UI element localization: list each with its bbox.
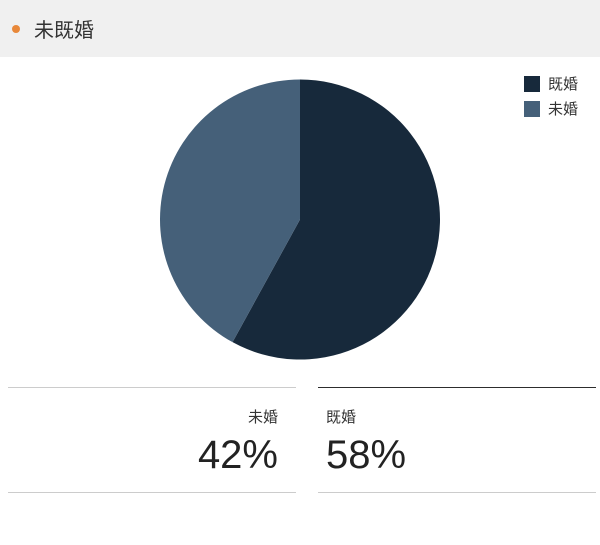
stat-label: 既婚 (326, 406, 588, 427)
legend-item: 既婚 (524, 73, 578, 94)
pie-svg (160, 80, 440, 360)
header-bar: 未既婚 (0, 0, 600, 57)
legend: 既婚 未婚 (524, 73, 578, 123)
legend-label: 未婚 (548, 98, 578, 119)
stat-box-unmarried: 未婚 42% (8, 387, 296, 493)
legend-label: 既婚 (548, 73, 578, 94)
stat-value: 42% (16, 433, 278, 478)
legend-swatch-icon (524, 76, 540, 92)
legend-item: 未婚 (524, 98, 578, 119)
legend-swatch-icon (524, 101, 540, 117)
stat-label: 未婚 (16, 406, 278, 427)
page-title: 未既婚 (34, 14, 94, 43)
stats-row: 未婚 42% 既婚 58% (0, 387, 600, 493)
stat-box-married: 既婚 58% (318, 387, 596, 493)
pie-chart (160, 80, 440, 365)
bullet-icon (12, 25, 20, 33)
stat-value: 58% (326, 433, 588, 478)
chart-area: 既婚 未婚 (0, 57, 600, 387)
